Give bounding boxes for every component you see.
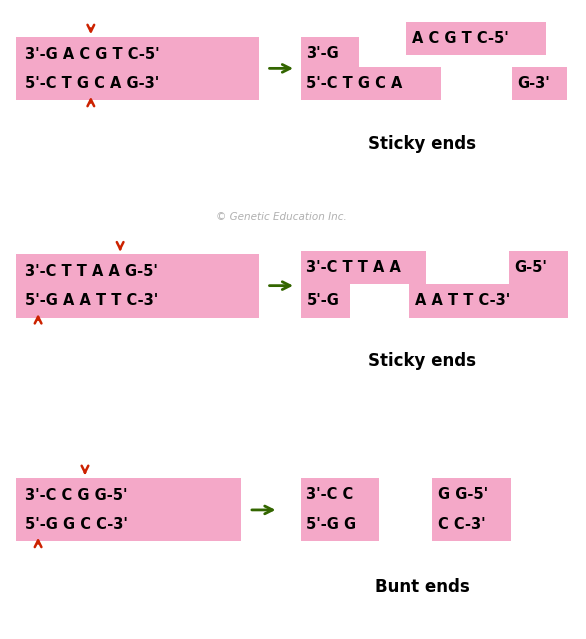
FancyBboxPatch shape <box>301 508 379 541</box>
FancyBboxPatch shape <box>16 478 241 541</box>
FancyBboxPatch shape <box>301 251 426 284</box>
Text: 3'-C T T A A G-5': 3'-C T T A A G-5' <box>25 264 158 279</box>
Text: 3'-G: 3'-G <box>306 46 339 61</box>
Text: 3'-G A C G T C-5': 3'-G A C G T C-5' <box>25 47 159 61</box>
Text: © Genetic Education Inc.: © Genetic Education Inc. <box>216 212 347 222</box>
FancyBboxPatch shape <box>406 22 546 55</box>
FancyBboxPatch shape <box>512 67 567 100</box>
Text: G-3': G-3' <box>517 76 550 91</box>
Text: C C-3': C C-3' <box>438 517 486 532</box>
Text: 5'-C T G C A G-3': 5'-C T G C A G-3' <box>25 76 159 91</box>
Text: 5'-G G: 5'-G G <box>306 517 357 532</box>
Text: 5'-C T G C A: 5'-C T G C A <box>306 76 403 91</box>
Text: 5'-G G C C-3': 5'-G G C C-3' <box>25 517 128 532</box>
Text: Bunt ends: Bunt ends <box>374 578 469 596</box>
Text: Sticky ends: Sticky ends <box>368 352 476 370</box>
Text: 5'-G A A T T C-3': 5'-G A A T T C-3' <box>25 293 158 308</box>
Text: 5'-G: 5'-G <box>306 293 339 309</box>
Text: 3'-C C: 3'-C C <box>306 487 354 502</box>
FancyBboxPatch shape <box>509 251 568 284</box>
FancyBboxPatch shape <box>432 508 511 541</box>
FancyBboxPatch shape <box>16 254 259 318</box>
FancyBboxPatch shape <box>16 37 259 100</box>
FancyBboxPatch shape <box>409 284 568 318</box>
Text: G G-5': G G-5' <box>438 487 489 502</box>
FancyBboxPatch shape <box>301 67 441 100</box>
FancyBboxPatch shape <box>301 478 379 511</box>
Text: A A T T C-3': A A T T C-3' <box>415 293 510 309</box>
Text: Sticky ends: Sticky ends <box>368 135 476 153</box>
Text: A C G T C-5': A C G T C-5' <box>412 31 509 46</box>
FancyBboxPatch shape <box>301 284 350 318</box>
Text: 3'-C T T A A: 3'-C T T A A <box>306 260 401 275</box>
FancyBboxPatch shape <box>432 478 511 511</box>
Text: 3'-C C G G-5': 3'-C C G G-5' <box>25 488 127 502</box>
FancyBboxPatch shape <box>301 37 359 70</box>
Text: G-5': G-5' <box>515 260 547 275</box>
